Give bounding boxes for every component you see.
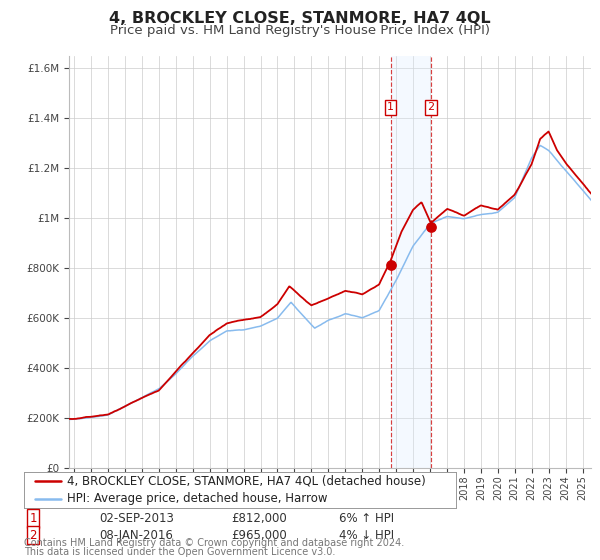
Text: 6% ↑ HPI: 6% ↑ HPI bbox=[339, 512, 394, 525]
Text: 08-JAN-2016: 08-JAN-2016 bbox=[99, 529, 173, 542]
Text: Price paid vs. HM Land Registry's House Price Index (HPI): Price paid vs. HM Land Registry's House … bbox=[110, 24, 490, 37]
Text: 2: 2 bbox=[29, 529, 37, 542]
Text: 4, BROCKLEY CLOSE, STANMORE, HA7 4QL (detached house): 4, BROCKLEY CLOSE, STANMORE, HA7 4QL (de… bbox=[67, 475, 426, 488]
Text: 4% ↓ HPI: 4% ↓ HPI bbox=[339, 529, 394, 542]
Bar bbox=[391, 56, 431, 468]
Point bbox=[426, 222, 436, 231]
Text: 2: 2 bbox=[427, 102, 434, 113]
Text: This data is licensed under the Open Government Licence v3.0.: This data is licensed under the Open Gov… bbox=[24, 547, 335, 557]
Text: £965,000: £965,000 bbox=[231, 529, 287, 542]
Text: 4, BROCKLEY CLOSE, STANMORE, HA7 4QL: 4, BROCKLEY CLOSE, STANMORE, HA7 4QL bbox=[109, 11, 491, 26]
Text: 1: 1 bbox=[29, 512, 37, 525]
Text: 02-SEP-2013: 02-SEP-2013 bbox=[99, 512, 174, 525]
Text: HPI: Average price, detached house, Harrow: HPI: Average price, detached house, Harr… bbox=[67, 492, 328, 505]
Text: 1: 1 bbox=[387, 102, 394, 113]
Text: £812,000: £812,000 bbox=[231, 512, 287, 525]
Point bbox=[386, 260, 395, 269]
Text: Contains HM Land Registry data © Crown copyright and database right 2024.: Contains HM Land Registry data © Crown c… bbox=[24, 538, 404, 548]
